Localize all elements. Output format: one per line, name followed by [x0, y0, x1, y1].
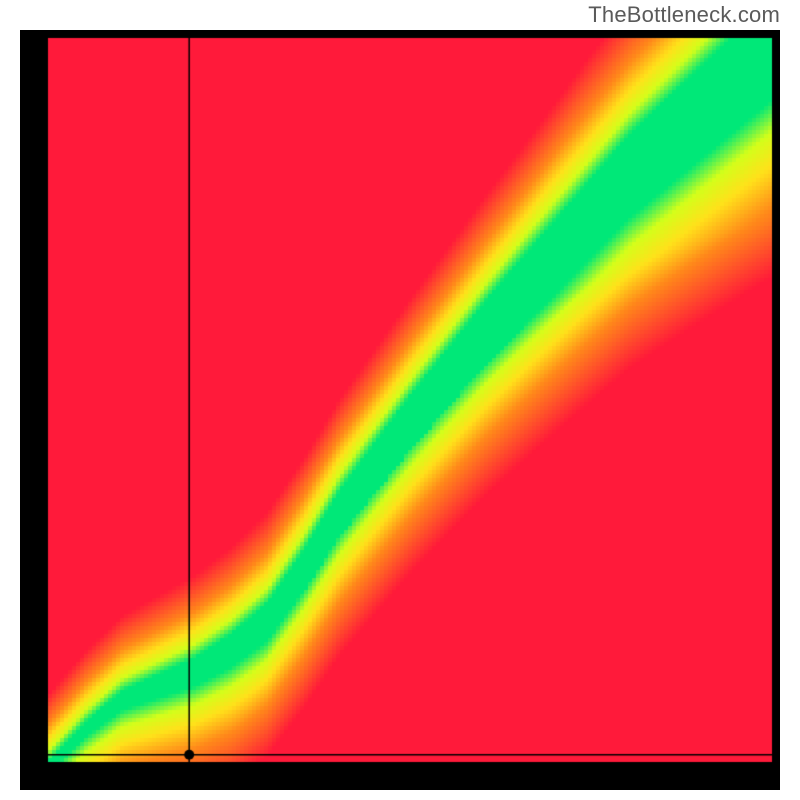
- bottleneck-heatmap: [20, 30, 780, 790]
- page-root: TheBottleneck.com: [0, 0, 800, 800]
- heatmap-canvas: [20, 30, 780, 790]
- watermark-text: TheBottleneck.com: [588, 2, 780, 28]
